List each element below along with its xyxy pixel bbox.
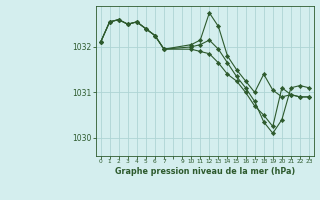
X-axis label: Graphe pression niveau de la mer (hPa): Graphe pression niveau de la mer (hPa) [115, 167, 295, 176]
